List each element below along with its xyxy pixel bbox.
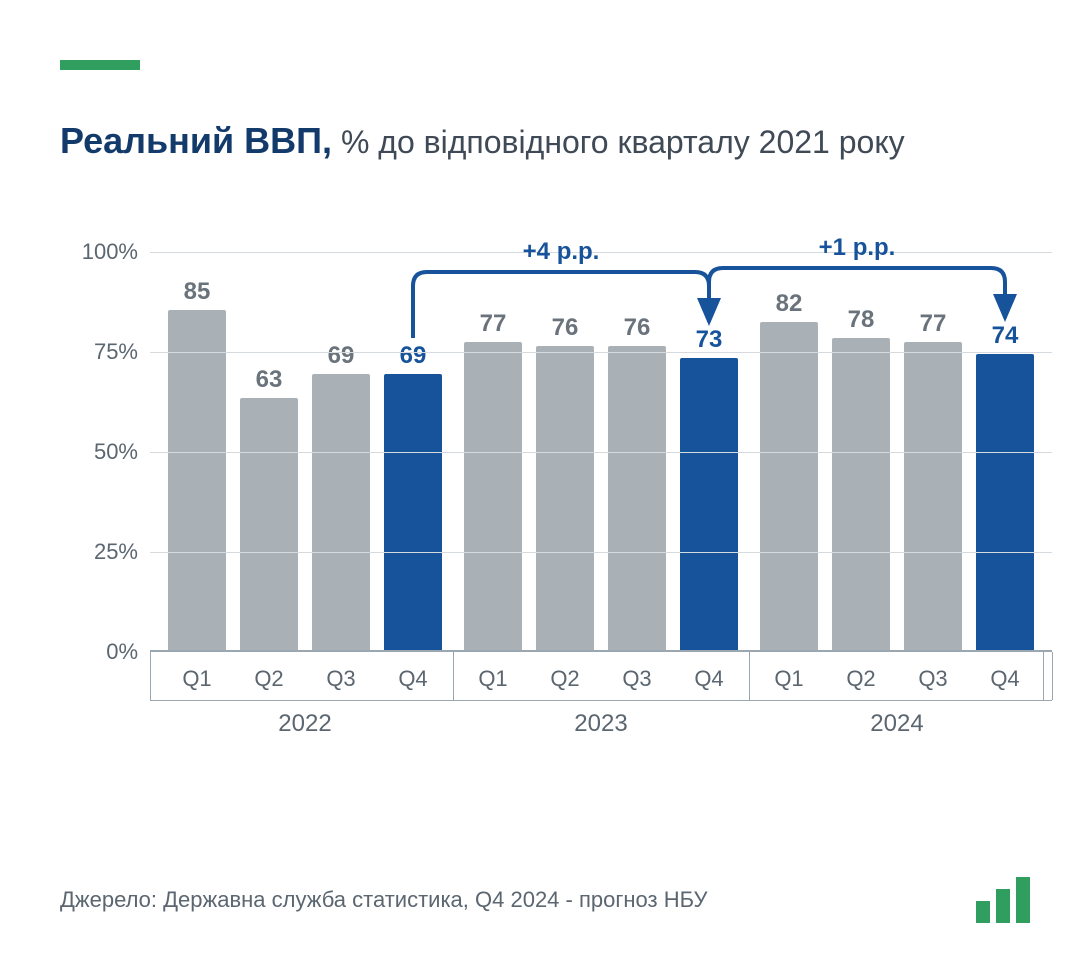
bar: 78	[832, 338, 890, 650]
bar: 77	[904, 342, 962, 650]
gridline	[150, 452, 1052, 453]
bar-value-label: 85	[168, 278, 226, 306]
source-text: Джерело: Державна служба статистика, Q4 …	[60, 887, 708, 913]
title-strong: Реальний ВВП,	[60, 120, 332, 161]
x-tick-quarter: Q4	[976, 666, 1034, 692]
annotation-label: +4 р.р.	[501, 238, 621, 266]
logo-icon	[976, 877, 1030, 923]
chart-title: Реальний ВВП, % до відповідного кварталу…	[60, 120, 1040, 162]
x-axis-separator	[150, 652, 151, 700]
x-tick-year: 2024	[857, 710, 937, 738]
x-axis: Q1 Q2 Q3 Q4 Q1 Q2 Q3 Q4 Q1 Q2 Q3 Q4 2022 2023 2024	[150, 652, 1052, 762]
bar: 77	[464, 342, 522, 650]
bar-value-label: 73	[680, 326, 738, 354]
bar: 85	[168, 310, 226, 650]
x-tick-quarter: Q2	[240, 666, 298, 692]
x-tick-quarter: Q4	[384, 666, 442, 692]
bar: 63	[240, 398, 298, 650]
x-tick-year: 2023	[561, 710, 641, 738]
logo-bar	[996, 889, 1010, 923]
x-tick-quarter: Q3	[904, 666, 962, 692]
logo-bar	[1016, 877, 1030, 923]
bar: 73	[680, 358, 738, 650]
x-tick-year: 2022	[265, 710, 345, 738]
x-axis-separator	[1043, 652, 1044, 700]
x-tick-quarter: Q1	[168, 666, 226, 692]
chart: 856369697776767382787774 0%25%50%75%100%…	[70, 212, 1030, 762]
x-axis-separator	[749, 652, 750, 700]
bar-value-label: 69	[312, 342, 370, 370]
bar-value-label: 76	[536, 314, 594, 342]
title-rest: % до відповідного кварталу 2021 року	[332, 124, 905, 160]
y-tick-label: 100%	[82, 239, 138, 265]
y-tick-label: 0%	[106, 639, 138, 665]
bar-value-label: 69	[384, 342, 442, 370]
bar: 69	[312, 374, 370, 650]
x-tick-quarter: Q2	[536, 666, 594, 692]
x-tick-quarter: Q2	[832, 666, 890, 692]
plot-area: 856369697776767382787774 0%25%50%75%100%…	[150, 212, 1052, 652]
y-tick-label: 25%	[94, 539, 138, 565]
x-tick-quarter: Q3	[312, 666, 370, 692]
y-tick-label: 75%	[94, 339, 138, 365]
accent-bar	[60, 60, 140, 70]
x-axis-year-line	[150, 700, 1052, 701]
bars-layer: 856369697776767382787774	[150, 212, 1052, 650]
gridline	[150, 552, 1052, 553]
bar: 82	[760, 322, 818, 650]
bar: 76	[608, 346, 666, 650]
logo-bar	[976, 901, 990, 923]
bar-value-label: 74	[976, 322, 1034, 350]
x-tick-quarter: Q4	[680, 666, 738, 692]
bar: 76	[536, 346, 594, 650]
bar-value-label: 63	[240, 366, 298, 394]
x-tick-quarter: Q3	[608, 666, 666, 692]
x-axis-separator	[453, 652, 454, 700]
bar-value-label: 82	[760, 290, 818, 318]
bar-value-label: 77	[464, 310, 522, 338]
bar: 74	[976, 354, 1034, 650]
x-axis-separator	[1052, 652, 1053, 700]
bar-value-label: 76	[608, 314, 666, 342]
bar: 69	[384, 374, 442, 650]
gridline	[150, 352, 1052, 353]
bar-value-label: 77	[904, 310, 962, 338]
x-tick-quarter: Q1	[464, 666, 522, 692]
bar-value-label: 78	[832, 306, 890, 334]
y-tick-label: 50%	[94, 439, 138, 465]
annotation-label: +1 р.р.	[797, 234, 917, 262]
x-tick-quarter: Q1	[760, 666, 818, 692]
